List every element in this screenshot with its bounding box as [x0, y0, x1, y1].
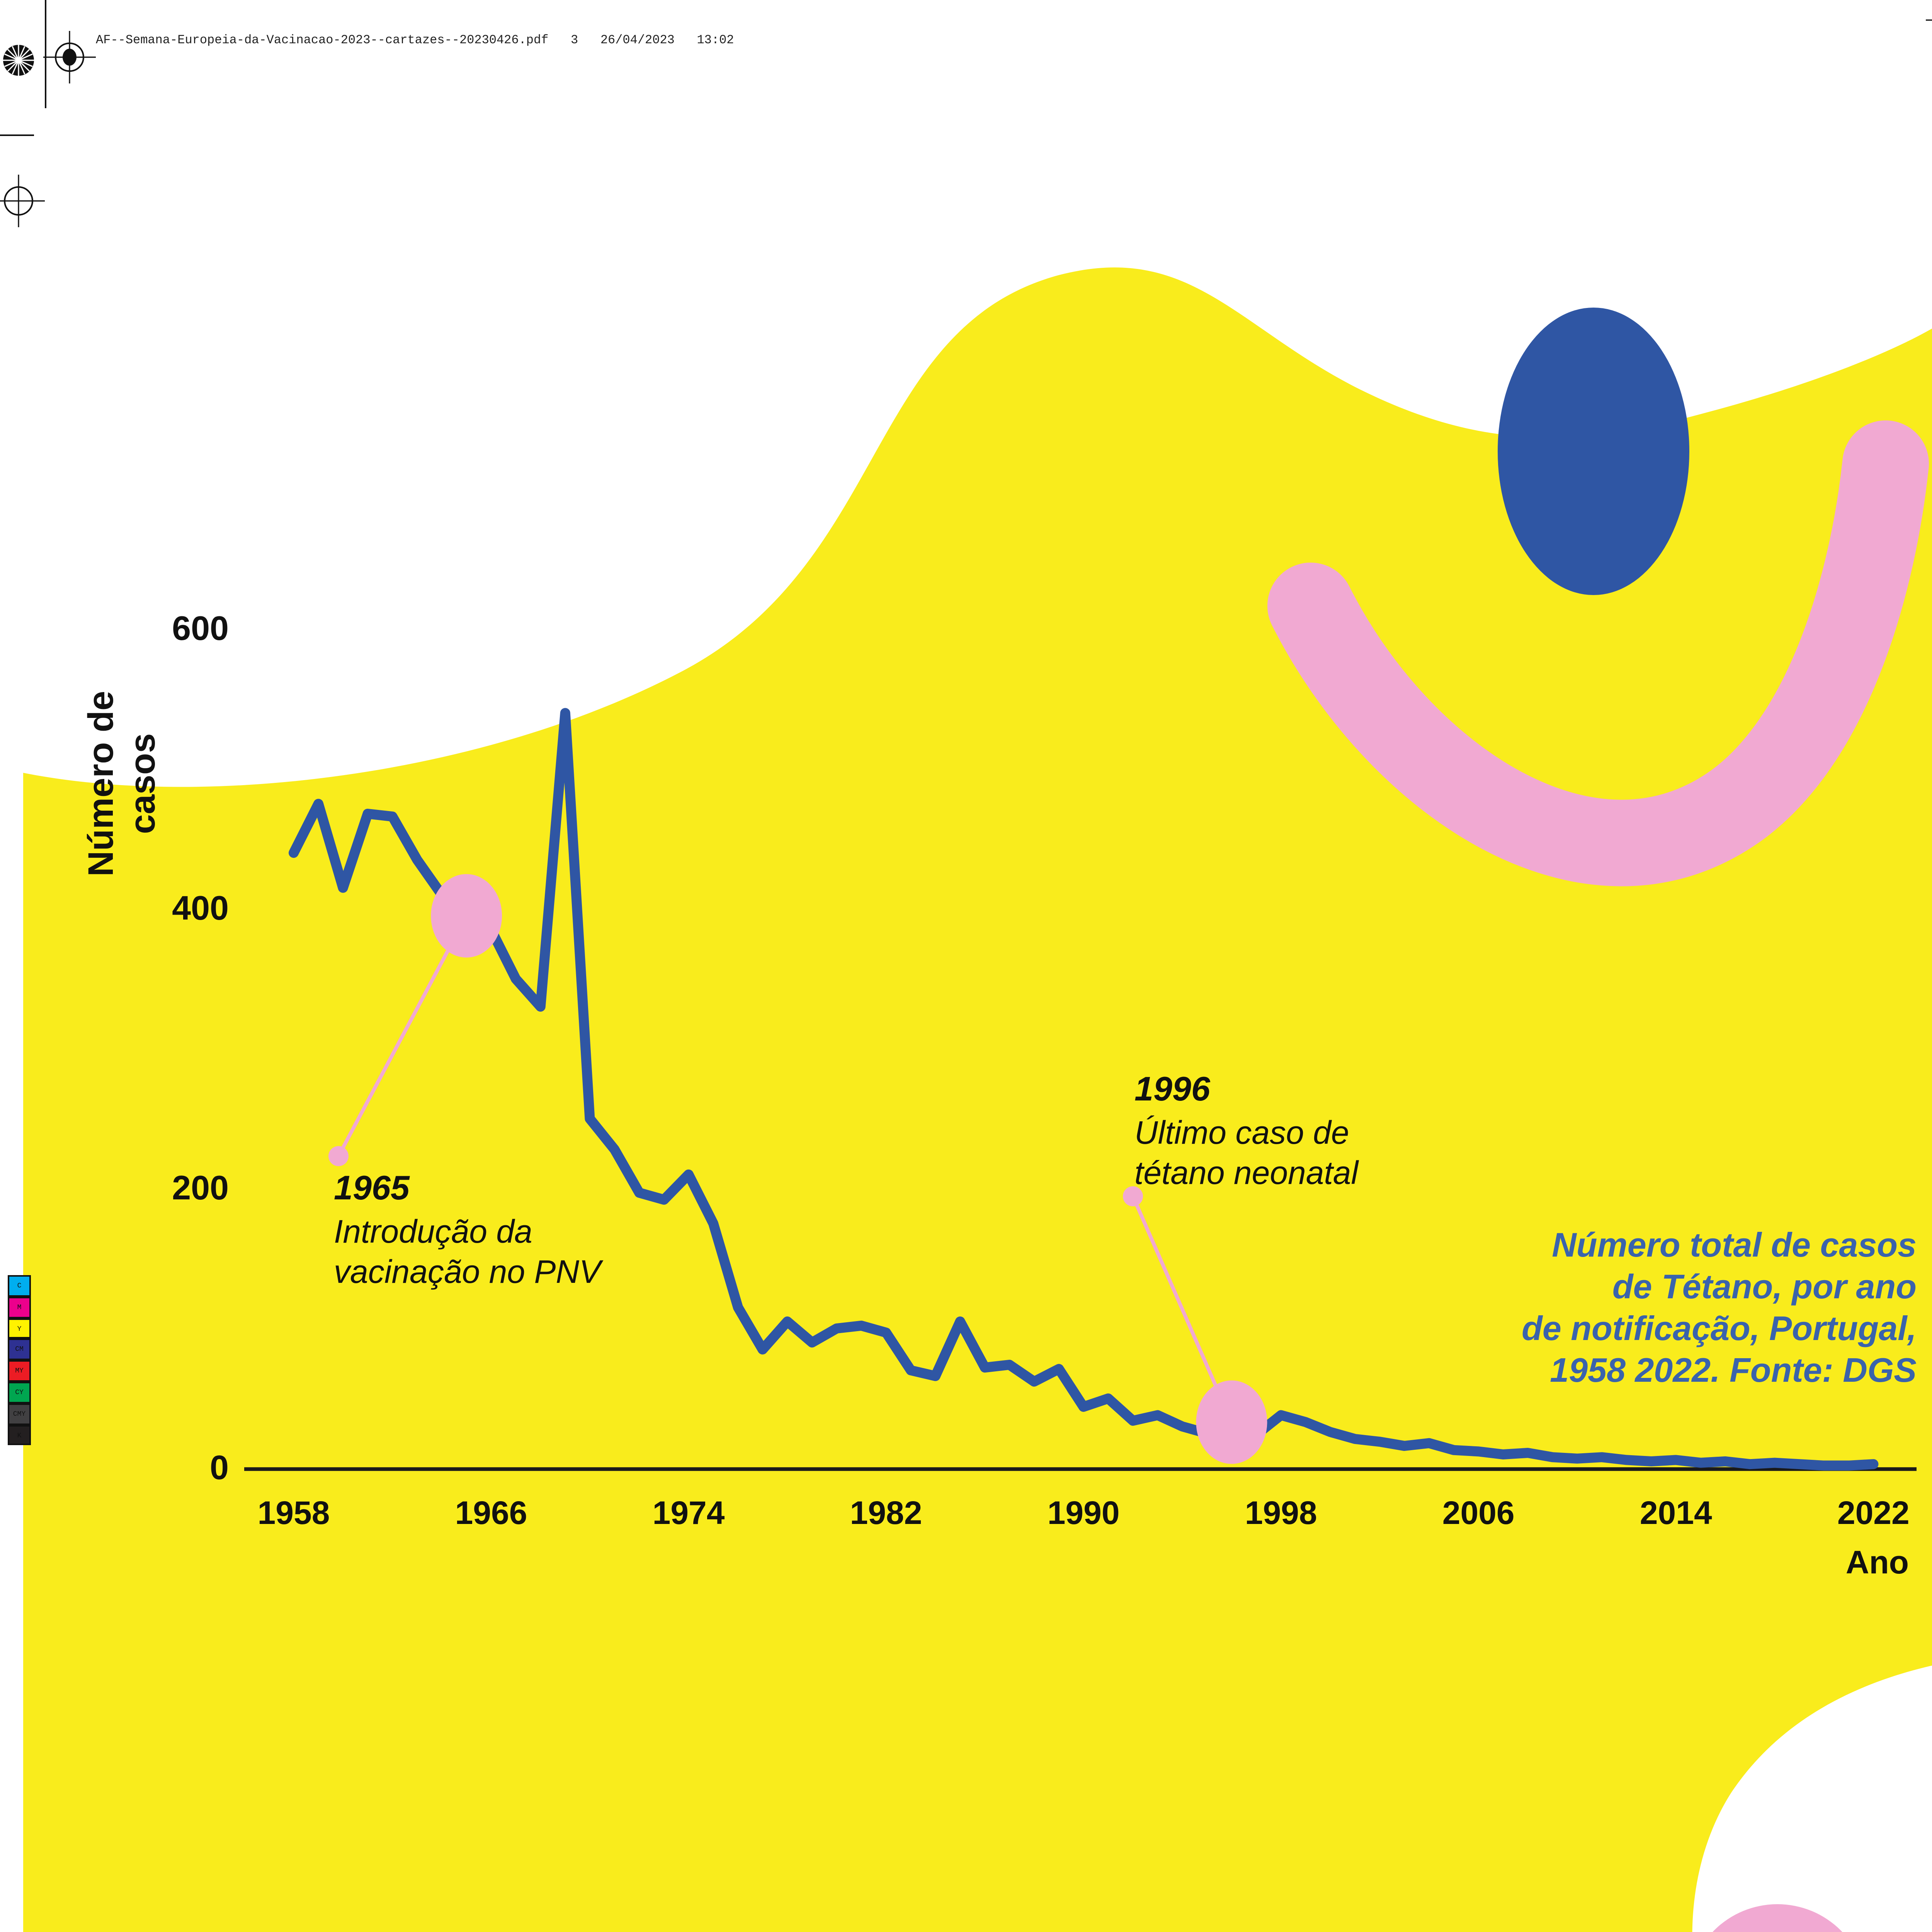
color-bar-swatch: CMY: [8, 1403, 31, 1425]
cases-line-series: [289, 708, 1879, 1471]
y-tick-label: 600: [172, 609, 229, 648]
trim-line: [0, 134, 34, 136]
yellow-blob-shape: [23, 267, 1932, 1932]
x-tick-label: 1958: [257, 1496, 330, 1532]
source-line-1: Número total de casos: [1552, 1226, 1917, 1264]
x-tick-label: 2022: [1837, 1496, 1910, 1532]
print-color-bar-left: C M Y CM MY CY CMY K: [8, 1275, 31, 1446]
annotation-connector-line: [1131, 1196, 1233, 1423]
color-bar-swatch: CM: [8, 1339, 31, 1361]
x-tick-label: 2014: [1639, 1496, 1712, 1532]
color-bar-swatch: K: [8, 1424, 31, 1446]
x-tick-label: 1990: [1047, 1496, 1120, 1532]
annotation-1996: 1996 Último caso de tétano neonatal: [1134, 1070, 1358, 1195]
tetanus-cases-line-chart: [244, 708, 1917, 1471]
annotation-text-dot: [1123, 1186, 1143, 1206]
color-bar-swatch: CY: [8, 1381, 31, 1403]
annotation-1965-line1: Introdução da: [334, 1215, 532, 1250]
annotation-marker-dot: [1196, 1380, 1267, 1464]
y-tick-label: 0: [210, 1448, 229, 1487]
chart-source-note: Número total de casos de Tétano, por ano…: [1522, 1224, 1917, 1391]
registration-mark-icon: [43, 31, 96, 83]
blue-egg-shape: [1498, 308, 1689, 595]
pink-circle-shape: [1713, 1904, 1842, 1932]
annotation-connectors: [337, 915, 1233, 1423]
annotation-1996-year: 1996: [1134, 1070, 1210, 1108]
y-axis-title: Número de casos: [80, 690, 162, 877]
x-tick-label: 1998: [1245, 1496, 1317, 1532]
source-line-2: de Tétano, por ano: [1612, 1267, 1917, 1306]
color-bar-swatch: C: [8, 1275, 31, 1297]
annotation-1965: 1965 Introdução da vacinação no PNV: [334, 1168, 601, 1294]
annotation-dots: [328, 874, 1267, 1464]
pink-smile-shape: [1267, 420, 1929, 886]
registration-mark-icon: [0, 175, 45, 227]
x-axis-title: Ano: [1845, 1546, 1909, 1581]
starburst-mark-icon: [3, 45, 34, 76]
x-tick-label: 1974: [652, 1496, 725, 1532]
x-tick-label: 1982: [850, 1496, 922, 1532]
x-tick-label: 1966: [455, 1496, 527, 1532]
registration-mark-icon: [1926, 19, 1932, 21]
annotation-1996-line2: tétano neonatal: [1134, 1156, 1359, 1192]
white-blob-shape: [1692, 1665, 1932, 1932]
x-tick-label: 2006: [1442, 1496, 1515, 1532]
annotation-1965-year: 1965: [334, 1168, 410, 1207]
trim-line: [45, 0, 46, 108]
y-tick-label: 400: [172, 889, 229, 927]
annotation-marker-dot: [431, 874, 502, 958]
annotation-text-dot: [328, 1146, 349, 1166]
print-file-info: AF--Semana-Europeia-da-Vacinacao-2023--c…: [96, 34, 734, 48]
source-line-3: de notificação, Portugal,: [1522, 1309, 1917, 1348]
source-line-4: 1958 2022. Fonte: DGS: [1550, 1351, 1917, 1389]
annotation-1996-line1: Último caso de: [1134, 1116, 1349, 1151]
y-tick-label: 200: [172, 1168, 229, 1207]
annotation-connector-line: [337, 915, 468, 1157]
color-bar-swatch: Y: [8, 1318, 31, 1339]
color-bar-swatch: MY: [8, 1360, 31, 1382]
color-bar-swatch: M: [8, 1296, 31, 1318]
annotation-1965-line2: vacinação no PNV: [334, 1255, 601, 1291]
